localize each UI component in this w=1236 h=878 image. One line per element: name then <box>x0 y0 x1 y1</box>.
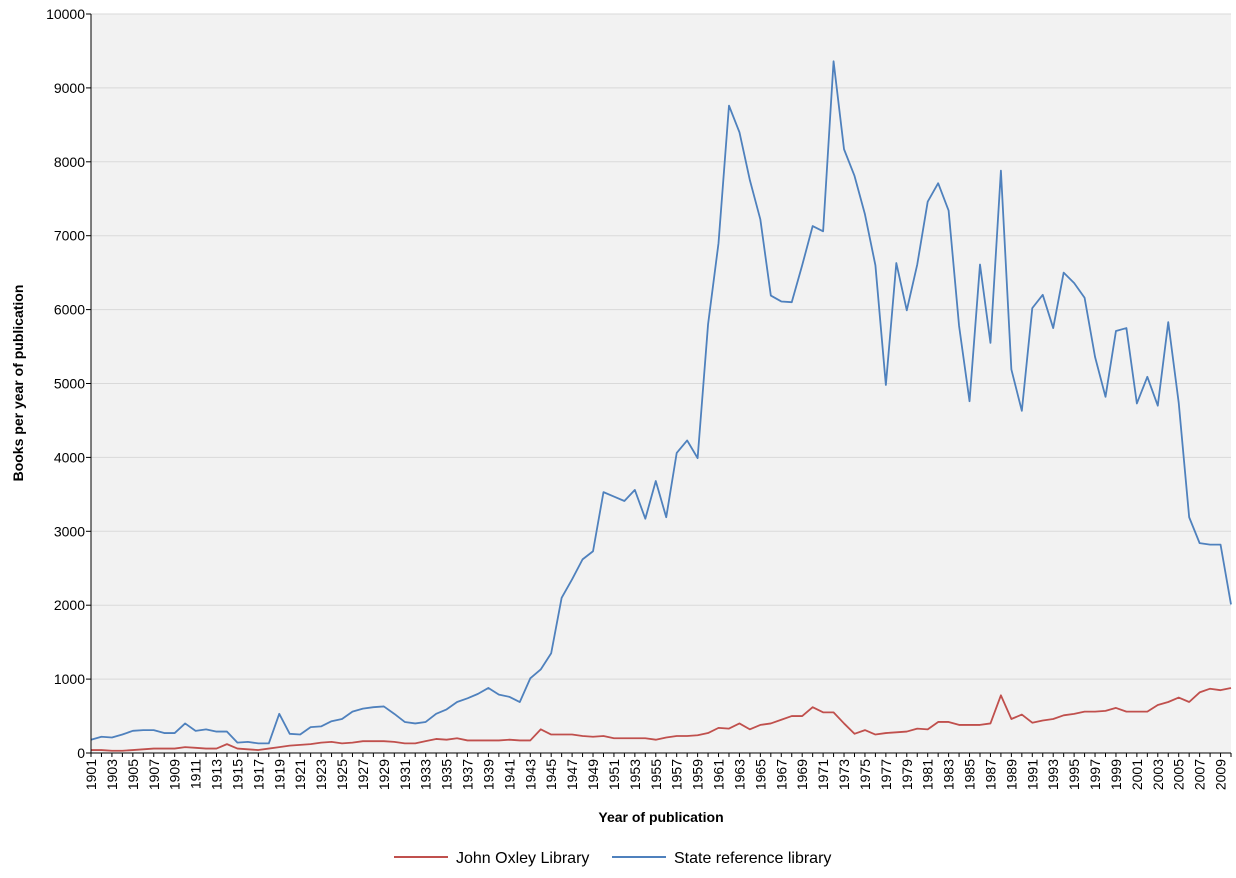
x-tick-label-1973: 1973 <box>836 759 852 790</box>
x-tick-label-1963: 1963 <box>731 759 747 790</box>
x-tick-label-1901: 1901 <box>83 759 99 790</box>
y-tick-label-2000: 2000 <box>54 597 85 613</box>
x-tick-label-1941: 1941 <box>501 759 517 790</box>
x-tick-label-1953: 1953 <box>627 759 643 790</box>
y-tick-label-10000: 10000 <box>46 6 85 22</box>
x-tick-label-1985: 1985 <box>962 759 978 790</box>
x-tick-label-1915: 1915 <box>229 759 245 790</box>
y-axis-title: Books per year of publication <box>10 285 26 482</box>
x-tick-label-1983: 1983 <box>941 759 957 790</box>
x-tick-label-1927: 1927 <box>355 759 371 790</box>
x-tick-label-1907: 1907 <box>146 759 162 790</box>
x-tick-label-1921: 1921 <box>292 759 308 790</box>
x-tick-label-2005: 2005 <box>1171 759 1187 790</box>
x-tick-label-1979: 1979 <box>899 759 915 790</box>
x-tick-label-2007: 2007 <box>1192 759 1208 790</box>
legend-label-john-oxley-library: John Oxley Library <box>456 850 589 867</box>
x-tick-label-1917: 1917 <box>250 759 266 790</box>
x-tick-label-1993: 1993 <box>1045 759 1061 790</box>
y-tick-label-0: 0 <box>77 745 85 761</box>
x-tick-label-1943: 1943 <box>522 759 538 790</box>
x-tick-label-1999: 1999 <box>1108 759 1124 790</box>
x-tick-label-1931: 1931 <box>397 759 413 790</box>
x-tick-label-1909: 1909 <box>167 759 183 790</box>
series-line-john-oxley-library <box>91 687 1232 752</box>
y-tick-label-4000: 4000 <box>54 449 85 465</box>
x-tick-label-1981: 1981 <box>920 759 936 790</box>
x-tick-label-1955: 1955 <box>648 759 664 790</box>
series-lines <box>90 60 1232 752</box>
y-tick-label-6000: 6000 <box>54 302 85 318</box>
x-tick-label-1937: 1937 <box>460 759 476 790</box>
x-tick-label-1949: 1949 <box>585 759 601 790</box>
x-tick-label-1995: 1995 <box>1066 759 1082 790</box>
y-tick-label-7000: 7000 <box>54 228 85 244</box>
x-tick-label-1925: 1925 <box>334 759 350 790</box>
x-tick-label-1939: 1939 <box>480 759 496 790</box>
x-tick-label-1905: 1905 <box>125 759 141 790</box>
x-axis-ticks: 1901 1903 1905 1907 1909 1911 1913 1915 1917 1919… <box>83 753 1232 790</box>
x-tick-label-1913: 1913 <box>209 759 225 790</box>
x-tick-label-1977: 1977 <box>878 759 894 790</box>
x-tick-label-2009: 2009 <box>1213 759 1229 790</box>
legend-label-state-reference-library: State reference library <box>674 850 831 867</box>
x-tick-label-1911: 1911 <box>188 759 204 789</box>
x-tick-label-1959: 1959 <box>690 759 706 790</box>
x-tick-label-1945: 1945 <box>543 759 559 790</box>
x-tick-label-1947: 1947 <box>564 759 580 790</box>
x-tick-label-1975: 1975 <box>857 759 873 790</box>
x-tick-label-1903: 1903 <box>104 759 120 790</box>
x-tick-label-1933: 1933 <box>418 759 434 790</box>
x-tick-label-1919: 1919 <box>271 759 287 790</box>
x-tick-label-1951: 1951 <box>606 759 622 790</box>
y-tick-label-5000: 5000 <box>54 376 85 392</box>
x-tick-label-1991: 1991 <box>1024 759 1040 790</box>
gridlines <box>91 13 1231 680</box>
x-tick-label-1969: 1969 <box>794 759 810 790</box>
x-tick-label-1965: 1965 <box>752 759 768 790</box>
x-tick-label-1957: 1957 <box>669 759 685 790</box>
y-tick-label-3000: 3000 <box>54 523 85 539</box>
x-tick-label-1929: 1929 <box>376 759 392 790</box>
x-tick-label-2003: 2003 <box>1150 759 1166 790</box>
y-axis-ticks: 0 1000 2000 3000 4000 5000 6000 7000 8000 9000 100… <box>46 6 91 761</box>
y-tick-label-9000: 9000 <box>54 80 85 96</box>
y-tick-label-8000: 8000 <box>54 154 85 170</box>
x-tick-label-1987: 1987 <box>982 759 998 790</box>
x-axis-title: Year of publication <box>598 809 723 825</box>
x-tick-label-1997: 1997 <box>1087 759 1103 790</box>
x-tick-label-1923: 1923 <box>313 759 329 790</box>
x-tick-label-1967: 1967 <box>773 759 789 790</box>
x-tick-label-1935: 1935 <box>439 759 455 790</box>
legend: John Oxley Library State reference libra… <box>394 850 831 867</box>
series-line-state-reference-library <box>90 60 1232 745</box>
x-tick-label-1961: 1961 <box>711 759 727 790</box>
x-tick-label-1971: 1971 <box>815 759 831 790</box>
x-tick-label-2001: 2001 <box>1129 759 1145 790</box>
x-tick-label-1989: 1989 <box>1003 759 1019 790</box>
y-tick-label-1000: 1000 <box>54 671 85 687</box>
